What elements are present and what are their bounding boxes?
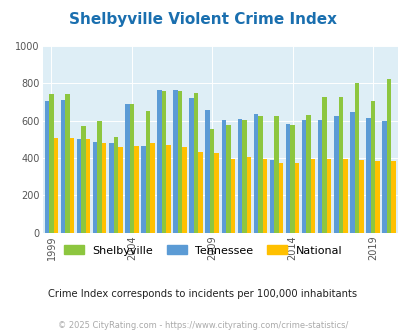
Bar <box>262 159 266 233</box>
Bar <box>173 90 177 233</box>
Bar <box>230 159 234 233</box>
Bar <box>306 115 310 233</box>
Bar <box>349 113 354 233</box>
Bar <box>322 97 326 233</box>
Bar <box>53 138 58 233</box>
Bar <box>333 116 338 233</box>
Bar <box>354 83 358 233</box>
Bar <box>338 97 342 233</box>
Bar <box>182 147 186 233</box>
Bar <box>365 118 370 233</box>
Bar <box>113 137 118 233</box>
Bar <box>45 101 49 233</box>
Legend: Shelbyville, Tennessee, National: Shelbyville, Tennessee, National <box>59 241 346 260</box>
Bar <box>161 91 166 233</box>
Bar <box>269 160 274 233</box>
Bar <box>81 126 86 233</box>
Bar <box>86 139 90 233</box>
Bar <box>310 159 315 233</box>
Bar <box>237 119 241 233</box>
Bar <box>209 129 214 233</box>
Bar <box>93 142 97 233</box>
Bar <box>198 152 202 233</box>
Bar <box>166 146 171 233</box>
Text: Crime Index corresponds to incidents per 100,000 inhabitants: Crime Index corresponds to incidents per… <box>48 289 357 299</box>
Bar <box>294 163 298 233</box>
Bar <box>274 116 278 233</box>
Bar <box>214 153 218 233</box>
Bar <box>125 104 129 233</box>
Bar <box>102 143 106 233</box>
Bar <box>241 120 246 233</box>
Text: © 2025 CityRating.com - https://www.cityrating.com/crime-statistics/: © 2025 CityRating.com - https://www.city… <box>58 321 347 330</box>
Bar <box>278 163 283 233</box>
Bar <box>301 120 306 233</box>
Bar <box>49 94 53 233</box>
Bar <box>258 116 262 233</box>
Bar <box>177 91 182 233</box>
Bar <box>65 94 70 233</box>
Bar <box>246 157 251 233</box>
Bar <box>134 146 138 233</box>
Bar <box>141 146 145 233</box>
Bar <box>189 98 194 233</box>
Bar <box>118 147 122 233</box>
Bar <box>370 101 374 233</box>
Bar <box>358 160 363 233</box>
Bar <box>150 143 154 233</box>
Bar <box>390 161 395 233</box>
Bar <box>285 123 290 233</box>
Bar <box>326 159 330 233</box>
Bar <box>386 79 390 233</box>
Bar <box>157 90 161 233</box>
Bar <box>290 124 294 233</box>
Bar <box>205 110 209 233</box>
Bar <box>374 161 379 233</box>
Bar <box>226 125 230 233</box>
Bar <box>221 120 226 233</box>
Bar <box>97 121 102 233</box>
Bar <box>77 139 81 233</box>
Bar <box>70 139 74 233</box>
Bar <box>61 100 65 233</box>
Bar <box>145 111 150 233</box>
Bar <box>129 104 134 233</box>
Text: Shelbyville Violent Crime Index: Shelbyville Violent Crime Index <box>69 12 336 26</box>
Bar <box>109 143 113 233</box>
Bar <box>253 114 258 233</box>
Bar <box>317 120 322 233</box>
Bar <box>194 93 198 233</box>
Bar <box>342 159 347 233</box>
Bar <box>382 121 386 233</box>
